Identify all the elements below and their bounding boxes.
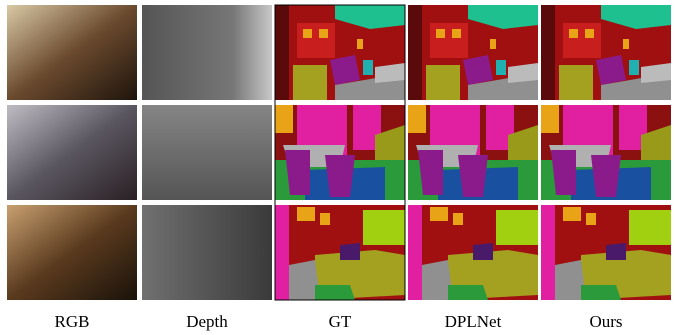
ours-images <box>541 5 671 300</box>
gt-images <box>275 5 405 300</box>
dplnet-images <box>408 5 538 300</box>
depth-images <box>142 5 272 300</box>
figure: RGB Depth GT DPLNet Ours <box>0 0 675 335</box>
column-label: DPLNet <box>445 312 502 331</box>
column-label: RGB <box>55 312 90 331</box>
column-label: GT <box>329 312 352 331</box>
rgb-images <box>7 5 137 300</box>
column-label: Depth <box>186 312 228 331</box>
column-label: Ours <box>589 312 622 331</box>
